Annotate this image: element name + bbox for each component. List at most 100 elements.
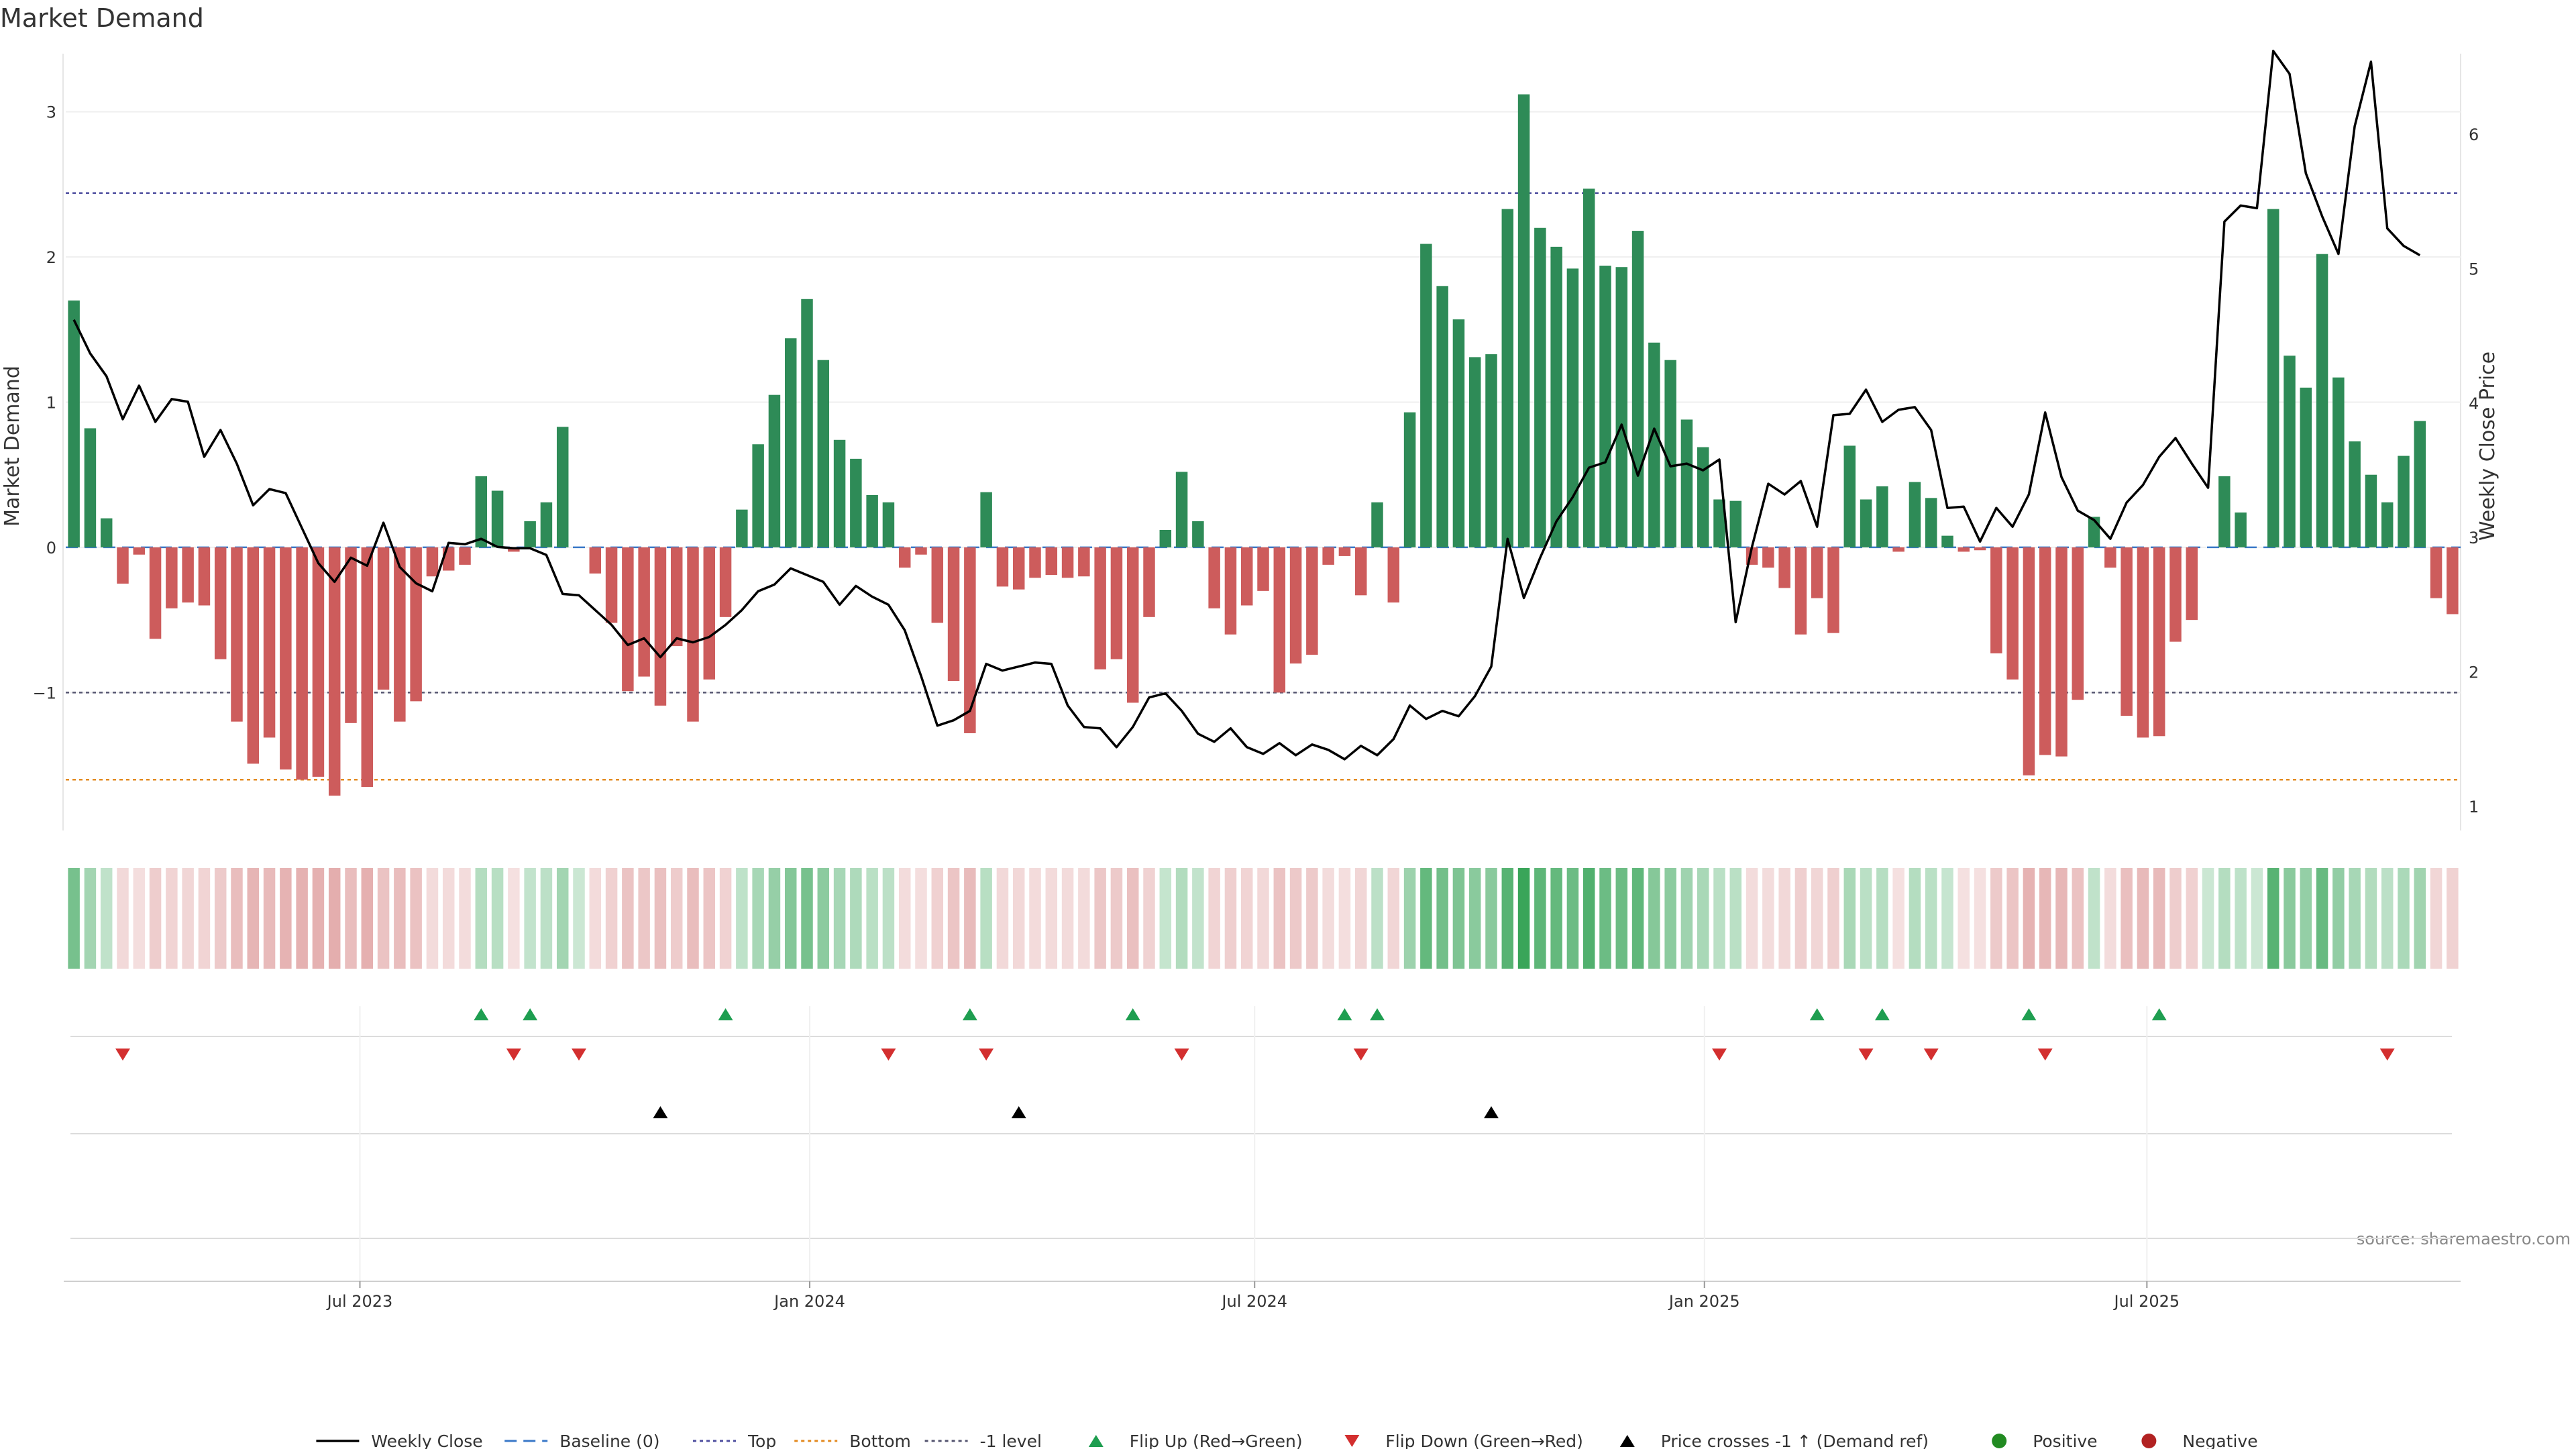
legend-swatch-flip-up [1088, 1435, 1104, 1447]
demand-bar [247, 547, 260, 764]
heat-cell [345, 868, 357, 969]
demand-bar [214, 547, 227, 659]
heat-cell [2137, 868, 2149, 969]
heat-cell [947, 868, 960, 969]
heat-cell [508, 868, 520, 969]
flip-up-marker [523, 1008, 538, 1020]
demand-bar [1582, 189, 1595, 547]
demand-bar [1273, 547, 1286, 693]
demand-bar [1371, 502, 1383, 547]
demand-bar [589, 547, 602, 574]
heat-cell [1192, 868, 1204, 969]
heat-cell [1648, 868, 1660, 969]
demand-bar [1061, 547, 1074, 578]
x-tick-label: Jul 2023 [326, 1292, 393, 1311]
heat-cell [1306, 868, 1318, 969]
heat-cell [2447, 868, 2459, 969]
flip-up-marker [1337, 1008, 1352, 1020]
demand-bar [394, 547, 406, 722]
heat-cell [1697, 868, 1709, 969]
y2-ticks: 1 2 3 4 5 6 [2469, 125, 2479, 816]
heat-cell [850, 868, 862, 969]
y2-axis-label: Weekly Close Price [2476, 352, 2500, 541]
heat-cell [133, 868, 146, 969]
demand-bar [1110, 547, 1123, 659]
heat-cell [280, 868, 292, 969]
heat-cell [84, 868, 97, 969]
heat-cell [2072, 868, 2084, 969]
heat-cell [687, 868, 699, 969]
heat-cell [2023, 868, 2035, 969]
heat-cell [1860, 868, 1872, 969]
heat-cell [1240, 868, 1253, 969]
demand-bar [2104, 547, 2116, 568]
x-tick-label: Jul 2024 [1220, 1292, 1287, 1311]
demand-bar [1648, 342, 1660, 547]
x-tick-label: Jan 2024 [773, 1292, 845, 1311]
heat-cell [1550, 868, 1562, 969]
demand-bar [410, 547, 422, 702]
heat-cell [980, 868, 992, 969]
legend-label: Flip Up (Red→Green) [1130, 1432, 1303, 1449]
heat-cell [898, 868, 911, 969]
demand-bar [1925, 498, 1937, 547]
heat-cell [475, 868, 488, 969]
heat-cell [1762, 868, 1774, 969]
legend-swatch-negative [2141, 1434, 2157, 1448]
demand-bar [1550, 246, 1562, 547]
demand-bar [1045, 547, 1058, 576]
demand-bar [736, 509, 748, 547]
heat-cell [2284, 868, 2296, 969]
heat-cell [1338, 868, 1351, 969]
demand-bar [1029, 547, 1041, 578]
flip-down-marker [1858, 1049, 1874, 1061]
heat-cell [670, 868, 683, 969]
heat-cell [2006, 868, 2019, 969]
demand-bar [1534, 227, 1546, 547]
demand-bar [638, 547, 650, 677]
demand-bar [1126, 547, 1139, 703]
heat-cell [2398, 868, 2410, 969]
demand-bar [1615, 267, 1628, 547]
y2-tick-label: 4 [2469, 394, 2479, 413]
heat-cell [784, 868, 797, 969]
heat-cell [2218, 868, 2231, 969]
legend-label: -1 level [980, 1432, 1042, 1449]
demand-bar [1224, 547, 1237, 635]
heat-cell [296, 868, 308, 969]
heat-cell [68, 868, 80, 969]
heat-cell [2186, 868, 2198, 969]
x-tick-label: Jan 2025 [1668, 1292, 1740, 1311]
demand-bar [442, 547, 455, 571]
demand-bar [2447, 547, 2459, 614]
demand-bar [1468, 357, 1481, 547]
heat-cell [1045, 868, 1058, 969]
demand-bar [1257, 547, 1269, 591]
heat-cell [1680, 868, 1693, 969]
heat-cell [1909, 868, 1921, 969]
heat-cell [719, 868, 732, 969]
demand-bar [2055, 547, 2068, 757]
heat-cell [100, 868, 113, 969]
heat-cell [182, 868, 194, 969]
heat-cell [394, 868, 406, 969]
demand-bar [459, 547, 471, 565]
weekly-close-line [72, 50, 2421, 761]
legend-label: Positive [2033, 1432, 2097, 1449]
heat-cell [589, 868, 602, 969]
heat-cell [1843, 868, 1856, 969]
flip-down-marker [1923, 1049, 1939, 1061]
heat-cell [2169, 868, 2182, 969]
demand-bar [1876, 486, 1888, 547]
demand-bar [475, 476, 488, 547]
heat-cell [1974, 868, 1986, 969]
heat-cell [2235, 868, 2247, 969]
heat-cell [1615, 868, 1628, 969]
flip-down-marker [506, 1049, 521, 1061]
demand-bar [2398, 455, 2410, 547]
flip-down-marker [1353, 1049, 1368, 1061]
demand-bar [1403, 412, 1416, 547]
legend-swatch-positive [1992, 1434, 2007, 1448]
demand-bar [898, 547, 911, 568]
flip-up-marker [718, 1008, 733, 1020]
